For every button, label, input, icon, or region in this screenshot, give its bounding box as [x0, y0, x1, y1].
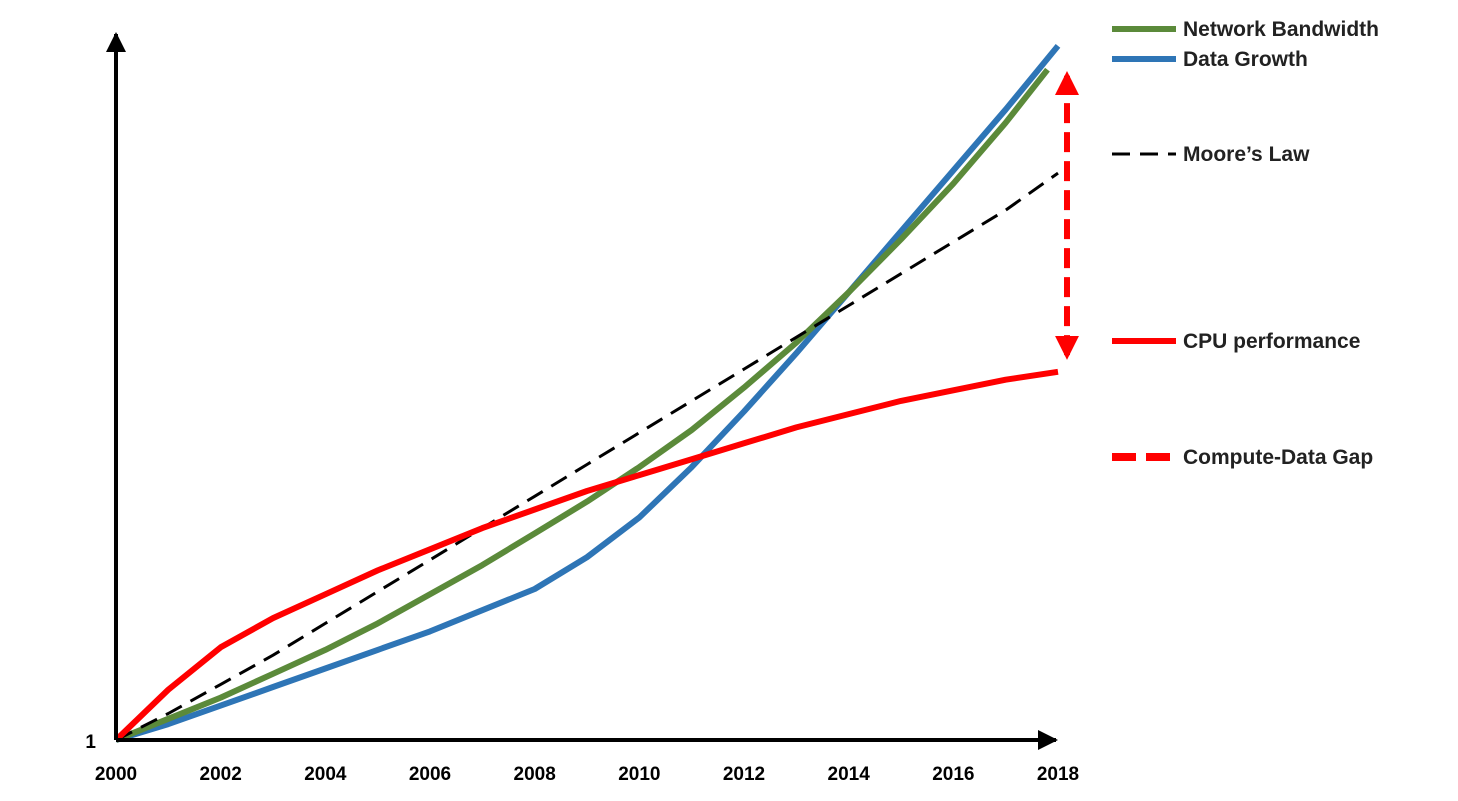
x-tick-label: 2012 — [723, 764, 765, 785]
legend: Network Bandwidth Data Growth Moore’s Law C… — [1112, 18, 1379, 469]
x-tick-label: 2008 — [514, 764, 556, 785]
x-tick-label: 2004 — [304, 764, 347, 785]
x-tick-labels: 2000 2002 2004 2006 2008 2010 2012 2014 2016 2018 — [95, 764, 1079, 785]
legend-label-data-growth: Data Growth — [1183, 48, 1308, 71]
x-tick-label: 2014 — [828, 764, 871, 785]
series-line-moore-s-law — [115, 171, 1059, 742]
legend-label-cpu-performance: CPU performance — [1183, 330, 1360, 353]
plot-lines — [113, 43, 1061, 743]
x-tick-label: 2002 — [200, 764, 242, 785]
series-line-data-growth — [115, 43, 1061, 743]
y-tick-label: 1 — [85, 732, 96, 753]
series-line-cpu-performance — [113, 368, 1059, 743]
x-tick-label: 2010 — [618, 764, 660, 785]
legend-label-network-bandwidth: Network Bandwidth — [1183, 18, 1379, 41]
series-line-network-bandwidth — [114, 67, 1050, 743]
legend-label-compute-data-gap: Compute-Data Gap — [1183, 446, 1373, 469]
x-tick-label: 2006 — [409, 764, 451, 785]
legend-label-moore-s-law: Moore’s Law — [1183, 143, 1310, 166]
x-tick-label: 2000 — [95, 764, 137, 785]
x-tick-label: 2016 — [932, 764, 974, 785]
x-tick-label: 2018 — [1037, 764, 1079, 785]
